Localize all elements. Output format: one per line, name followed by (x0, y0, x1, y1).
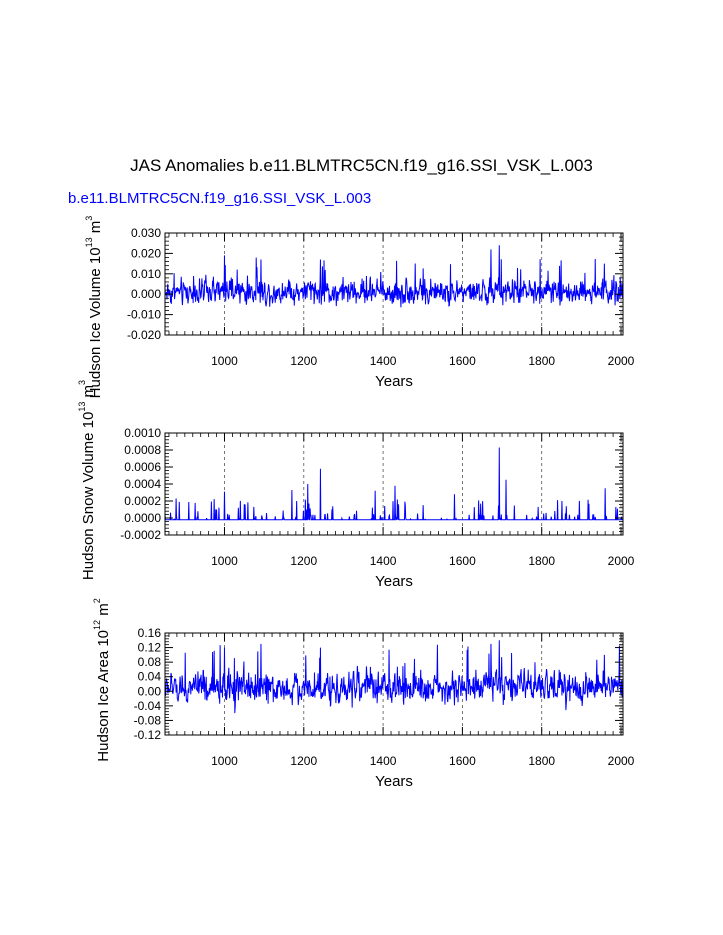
y-axis-title: Hudson Ice Area 1012 m2 (92, 598, 112, 761)
x-tick-label: 1600 (449, 554, 476, 568)
y-tick-label: 0.0002 (124, 494, 161, 508)
series-line (164, 447, 623, 521)
plot-frame (164, 232, 624, 336)
y-tick-label: 0.0000 (124, 511, 161, 525)
x-tick-label: 1400 (370, 554, 397, 568)
series-line (164, 640, 624, 714)
chart-panel-3: 1000 1200 1400 1600 1800 2000-0.12-0.08-0.040… (92, 598, 635, 790)
x-tick-label: 1800 (528, 554, 555, 568)
y-tick-label: 0.0004 (124, 477, 161, 491)
y-axis-title: Hudson Ice Volume 1013 m3 (84, 216, 104, 399)
x-tick-label: 1400 (370, 754, 397, 768)
x-tick-label: 1800 (528, 354, 555, 368)
y-tick-label: 0.00 (138, 684, 162, 698)
y-tick-label: 0.08 (138, 655, 162, 669)
y-tick-label: -0.010 (127, 308, 161, 322)
x-tick-label: 1600 (449, 754, 476, 768)
plot-frame (164, 632, 624, 736)
x-axis-title: Years (375, 773, 413, 790)
case-subtitle: b.e11.BLMTRC5CN.f19_g16.SSI_VSK_L.003 (68, 190, 372, 207)
x-tick-label: 1000 (211, 554, 238, 568)
x-tick-label: 2000 (608, 554, 635, 568)
y-tick-label: 0.12 (138, 641, 162, 655)
x-tick-label: 1600 (449, 354, 476, 368)
x-axis-title: Years (375, 373, 413, 390)
page-title: JAS Anomalies b.e11.BLMTRC5CN.f19_g16.SS… (130, 156, 593, 175)
x-tick-label: 1200 (290, 554, 317, 568)
x-tick-label: 1800 (528, 754, 555, 768)
y-tick-label: -0.020 (127, 328, 161, 342)
y-tick-label: 0.04 (138, 670, 162, 684)
y-tick-label: 0.0008 (124, 443, 161, 457)
x-tick-label: 1200 (290, 754, 317, 768)
y-tick-label: 0.0010 (124, 426, 161, 440)
y-tick-label: -0.08 (134, 713, 162, 727)
x-tick-label: 1200 (290, 354, 317, 368)
y-tick-label: 0.16 (138, 626, 162, 640)
x-axis-title: Years (375, 573, 413, 590)
series-line (164, 245, 624, 308)
x-tick-label: 1000 (211, 754, 238, 768)
x-tick-label: 2000 (608, 754, 635, 768)
x-tick-label: 2000 (608, 354, 635, 368)
y-tick-label: -0.0002 (120, 528, 161, 542)
chart-panel-2: 1000 1200 1400 1600 1800 2000 -0.0002 0.0000 0.0… (77, 380, 635, 590)
x-tick-label: 1000 (211, 354, 238, 368)
y-tick-label: -0.04 (134, 699, 162, 713)
y-tick-label: -0.12 (134, 728, 162, 742)
y-tick-label: 0.010 (131, 267, 161, 281)
chart-panel-1: 1000 1200 1400 1600 1800 2000 -0.020 -0.010 0.00… (84, 216, 635, 399)
x-tick-label: 1400 (370, 354, 397, 368)
y-axis-title: Hudson Snow Volume 1013 m3 (77, 380, 97, 580)
y-tick-label: 0.020 (131, 246, 161, 260)
y-tick-label: 0.000 (131, 287, 161, 301)
y-tick-label: 0.0006 (124, 460, 161, 474)
y-tick-label: 0.030 (131, 226, 161, 240)
